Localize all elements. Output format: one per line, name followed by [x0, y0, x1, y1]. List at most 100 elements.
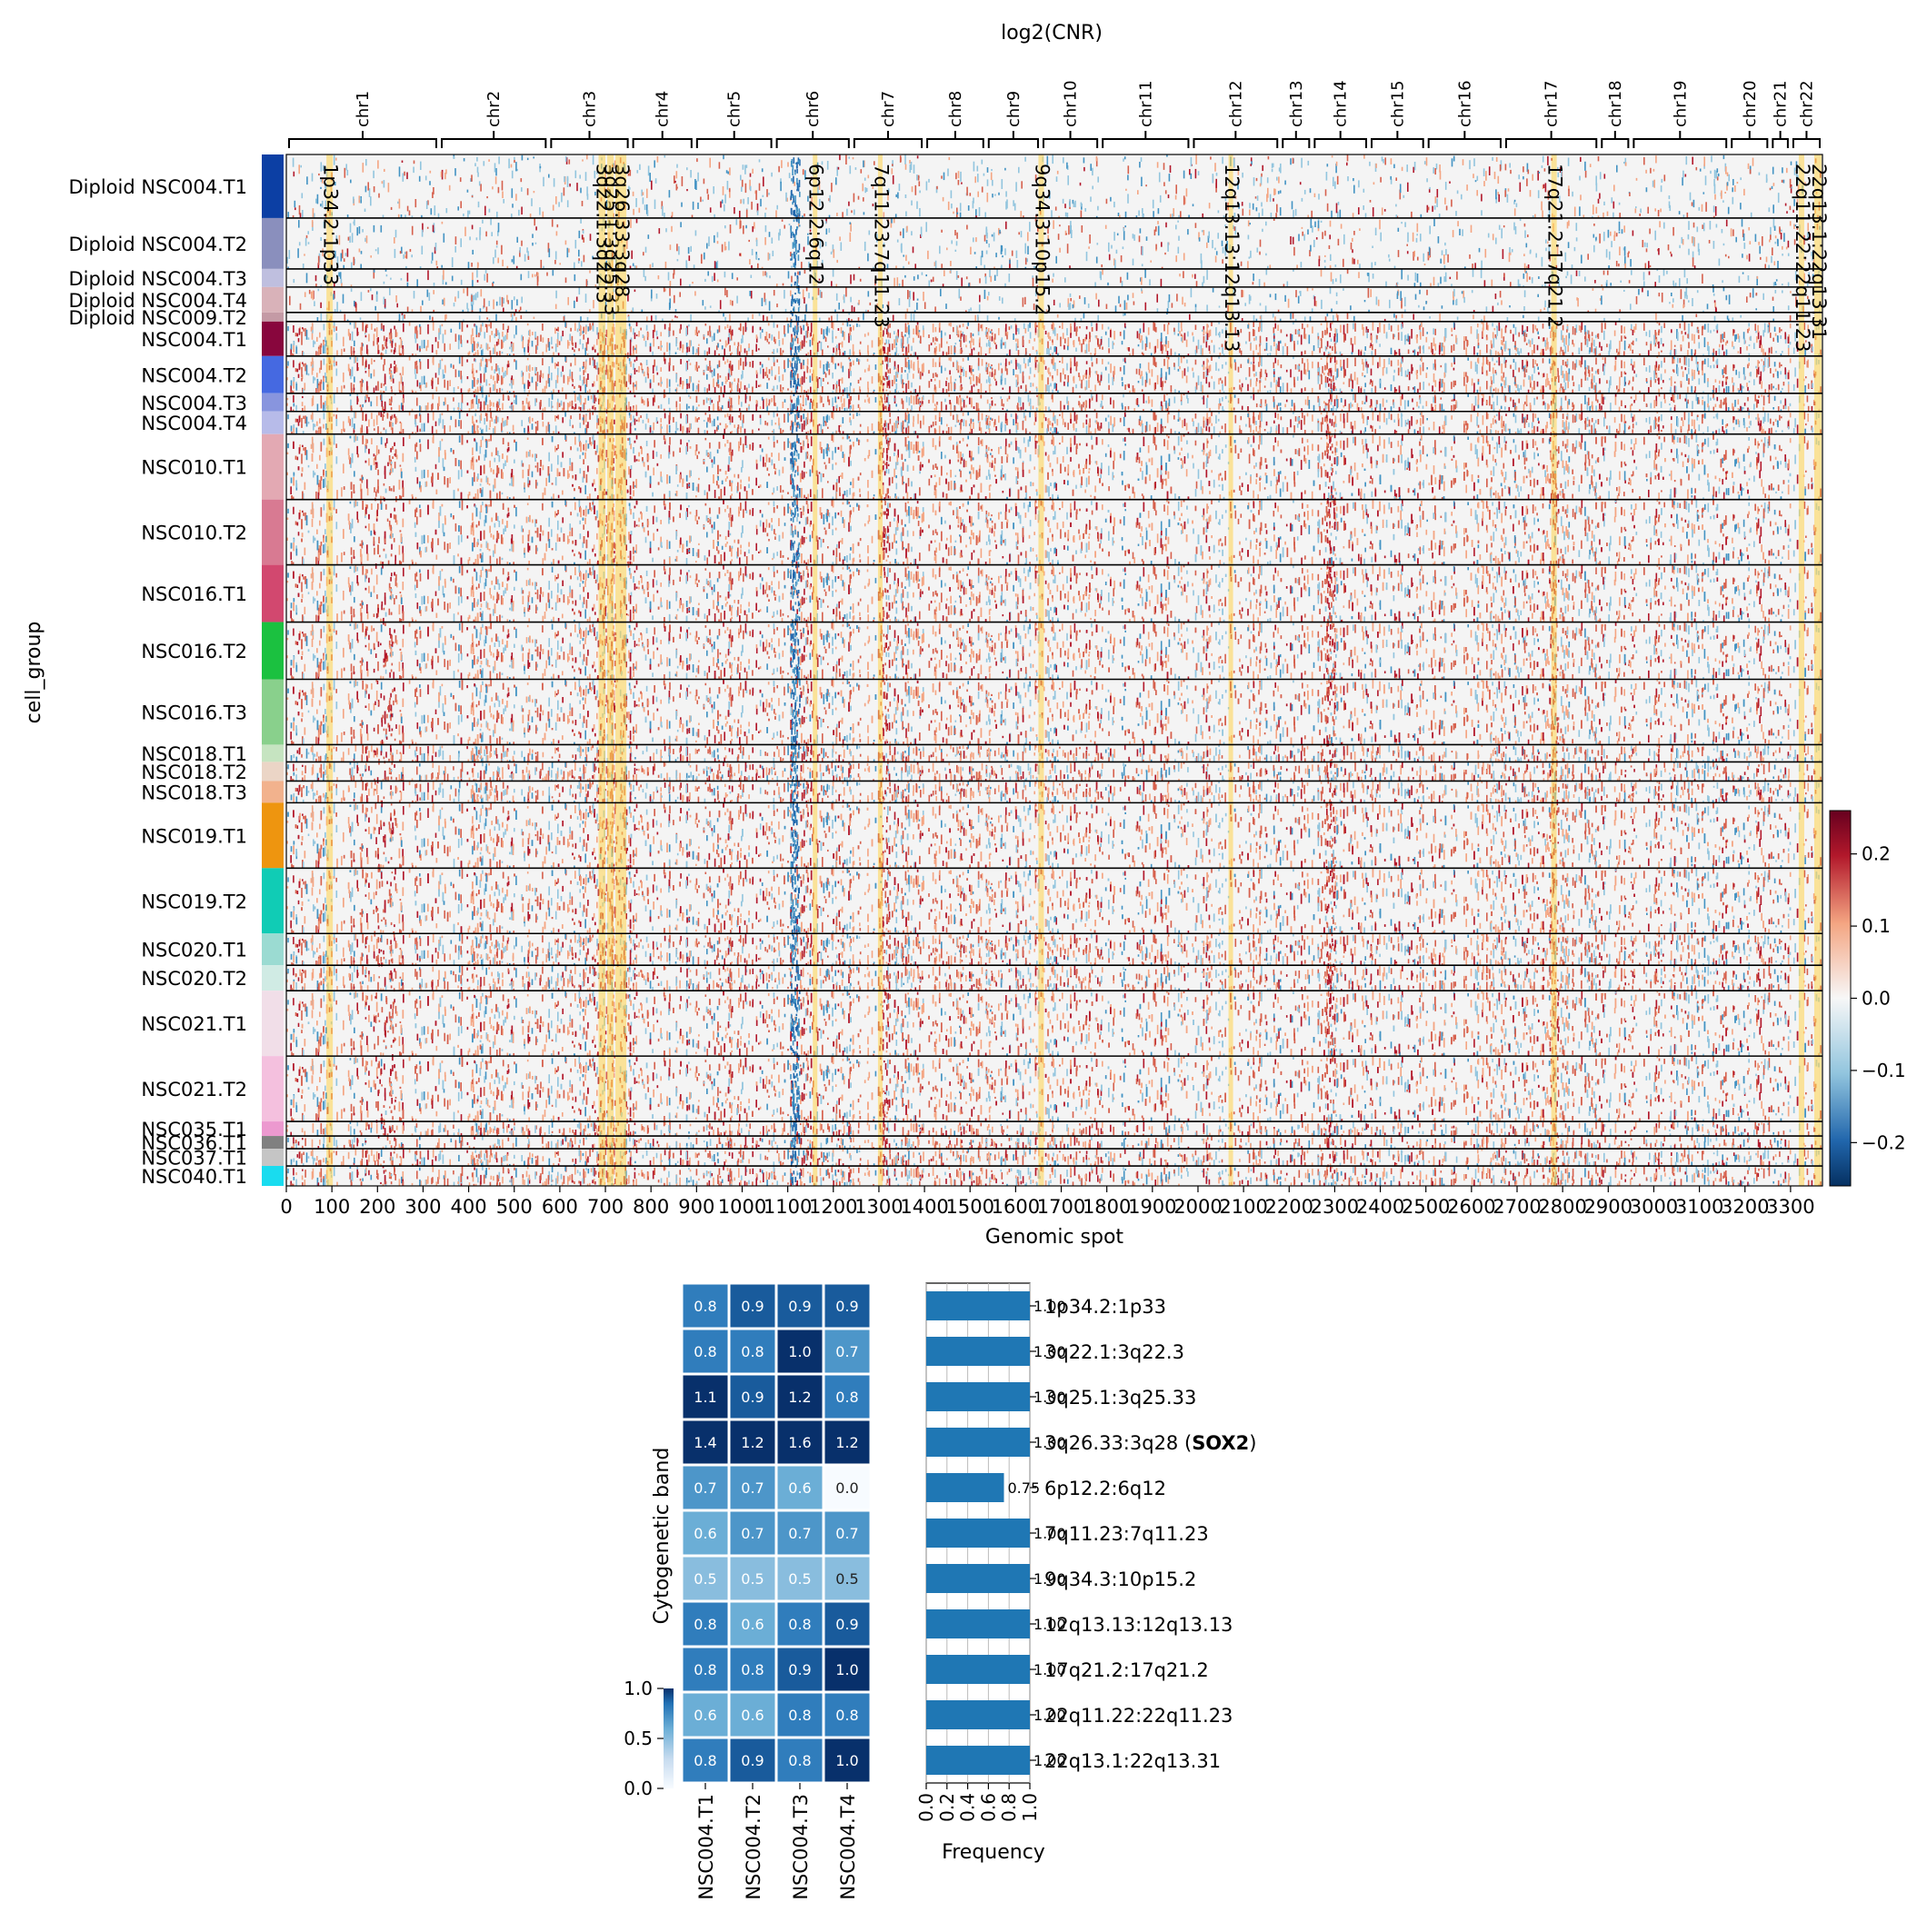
- cnr-cell: [1789, 205, 1792, 211]
- cnr-cell: [1278, 176, 1280, 184]
- cnr-cell: [885, 389, 888, 392]
- cnr-cell: [1669, 302, 1671, 304]
- cnr-cell: [511, 188, 514, 198]
- cnr-cell: [484, 270, 487, 274]
- cnr-cell: [802, 289, 804, 299]
- cnr-cell: [643, 252, 644, 256]
- cnr-cell: [1259, 251, 1261, 255]
- cnr-cell: [1163, 324, 1165, 332]
- cnr-cell: [1120, 276, 1122, 284]
- cnr-cell: [1066, 328, 1068, 336]
- group-label: NSC004.T3: [141, 393, 247, 414]
- cnr-cell: [1526, 273, 1528, 283]
- cnr-cell: [1335, 203, 1338, 214]
- cnr-cell: [1806, 281, 1809, 287]
- cnr-cell: [934, 336, 937, 342]
- cnr-cell: [1593, 204, 1594, 214]
- cnr-cell: [408, 322, 411, 326]
- cnr-cell: [804, 390, 805, 393]
- cnr-cell: [297, 248, 299, 258]
- cnr-cell: [904, 274, 906, 278]
- cnr-cell: [1564, 252, 1567, 262]
- cnr-cell: [1322, 331, 1323, 338]
- cnr-cell: [1117, 213, 1120, 216]
- cnr-cell: [430, 208, 433, 215]
- cnr-cell: [1314, 221, 1316, 227]
- cnr-cell: [509, 383, 511, 386]
- cnr-cell: [1397, 250, 1400, 257]
- cnr-cell: [1372, 245, 1373, 248]
- cnr-cell: [476, 262, 479, 269]
- cnr-cell: [743, 326, 744, 335]
- cnr-cell: [563, 316, 565, 322]
- cnr-cell: [743, 198, 744, 204]
- cnr-cell: [349, 235, 351, 244]
- cnr-cell: [1456, 316, 1459, 321]
- cnr-cell: [1153, 323, 1156, 332]
- cnr-cell: [727, 337, 730, 344]
- cnr-cell: [298, 220, 300, 228]
- cnr-cell: [797, 271, 799, 275]
- cnr-cell: [1383, 387, 1386, 390]
- cnr-cell: [1214, 255, 1217, 263]
- cnr-cell: [950, 190, 953, 199]
- cnr-cell: [867, 367, 870, 372]
- cnr-cell: [1358, 386, 1360, 393]
- cnr-cell: [644, 246, 647, 254]
- cnr-cell: [1674, 283, 1677, 287]
- cnr-cell: [1219, 353, 1222, 356]
- cnr-cell: [1606, 211, 1609, 216]
- cnr-cell: [1018, 166, 1020, 174]
- cnr-cell: [1649, 228, 1651, 234]
- cnr-cell: [989, 342, 991, 348]
- cnr-cell: [1335, 301, 1338, 304]
- cnr-cell: [817, 288, 820, 295]
- cnr-cell: [1688, 221, 1690, 230]
- cnr-cell: [1566, 222, 1569, 229]
- cnr-cell: [872, 204, 874, 206]
- cnr-cell: [493, 299, 494, 310]
- cnr-cell: [664, 213, 665, 218]
- cnr-cell: [913, 328, 914, 334]
- cnr-cell: [547, 243, 550, 253]
- cnr-cell: [1605, 249, 1608, 258]
- cnr-cell: [1692, 257, 1694, 267]
- cnr-cell: [390, 349, 393, 353]
- cnr-cell: [426, 226, 429, 229]
- cnr-cell: [714, 261, 716, 269]
- cnr-cell: [724, 326, 726, 330]
- cnr-cell: [1644, 263, 1647, 269]
- cnr-cell: [1732, 345, 1735, 350]
- cnr-cell: [671, 212, 674, 216]
- cnr-cell: [1444, 242, 1446, 246]
- cnr-cell: [445, 314, 447, 319]
- cnr-cell: [1416, 223, 1419, 233]
- cnr-cell: [721, 382, 724, 386]
- cnr-cell: [1453, 288, 1455, 297]
- cnr-cell: [441, 169, 444, 180]
- cnr-cell: [472, 249, 474, 254]
- cnr-cell: [594, 349, 596, 353]
- cnr-cell: [1264, 305, 1267, 313]
- cnr-cell: [805, 341, 807, 344]
- cnr-cell: [950, 323, 952, 327]
- cnr-cell: [1197, 339, 1200, 350]
- cnr-cell: [635, 198, 637, 207]
- cnr-cell: [495, 245, 498, 248]
- cnr-cell: [1121, 376, 1123, 381]
- cnr-cell: [511, 300, 514, 310]
- cnr-cell: [442, 334, 444, 344]
- cnr-cell: [750, 274, 753, 278]
- cnr-cell: [294, 200, 296, 208]
- cnr-cell: [1643, 156, 1645, 165]
- cnr-cell: [425, 382, 428, 388]
- cnr-cell: [1492, 234, 1494, 241]
- cnr-cell: [1670, 340, 1672, 351]
- cnr-cell: [1105, 304, 1108, 309]
- cnr-cell: [740, 253, 742, 257]
- cnr-cell: [1393, 314, 1395, 318]
- cnr-cell: [468, 210, 471, 214]
- cnr-cell: [1679, 244, 1681, 249]
- cnr-cell: [1457, 221, 1459, 227]
- cnr-cell: [1219, 332, 1221, 338]
